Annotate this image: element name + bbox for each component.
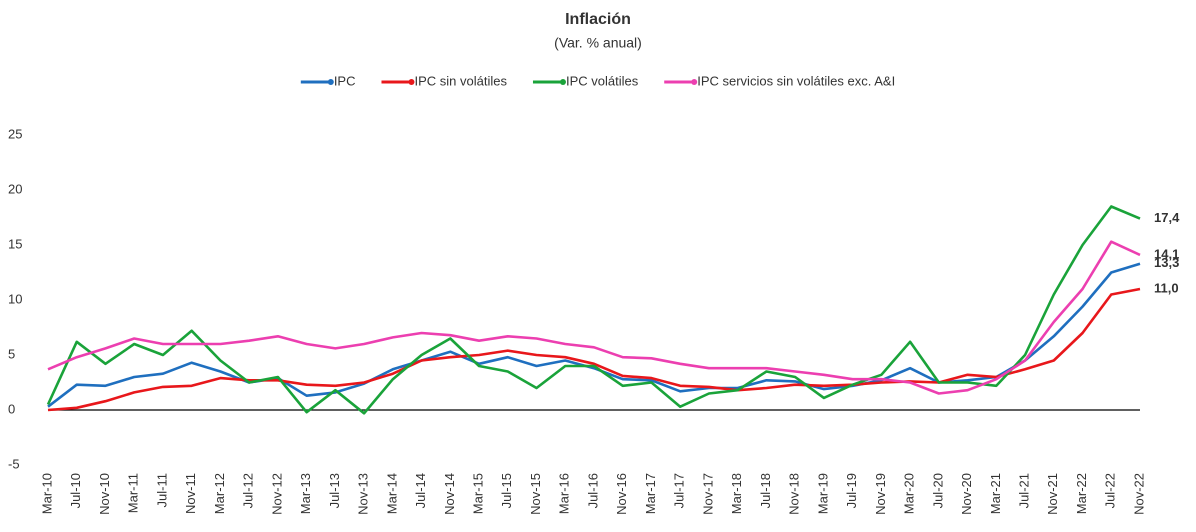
end-label: 13,3: [1154, 255, 1179, 270]
x-tick-label: Jul-12: [241, 473, 256, 508]
legend-label: IPC volátiles: [566, 73, 639, 88]
y-tick-label: 25: [8, 126, 22, 141]
x-tick-label: Nov-18: [787, 473, 802, 515]
x-tick-label: Mar-20: [902, 473, 917, 514]
x-tick-label: Mar-21: [988, 473, 1003, 514]
x-tick-label: Nov-12: [269, 473, 284, 515]
end-label: 14,1: [1154, 246, 1179, 261]
x-tick-label: Jul-13: [327, 473, 342, 508]
x-tick-label: Jul-11: [154, 473, 169, 507]
x-tick-label: Jul-15: [499, 473, 514, 508]
y-tick-label: 15: [8, 236, 22, 251]
legend-marker: [559, 79, 566, 85]
x-tick-label: Jul-22: [1103, 473, 1118, 508]
x-tick-label: Nov-21: [1045, 473, 1060, 515]
x-tick-label: Jul-18: [758, 473, 773, 508]
end-label: 11,0: [1154, 280, 1179, 295]
legend: IPC IPC sin volátiles IPC volátiles IPC ser…: [300, 73, 895, 88]
x-tick-label: Nov-17: [700, 473, 715, 515]
x-tick-label: Mar-19: [815, 473, 830, 514]
chart-subtitle: (Var. % anual): [554, 35, 642, 51]
series-line: [47, 262, 1141, 408]
x-tick-label: Nov-16: [614, 473, 629, 515]
legend-label: IPC sin volátiles: [414, 73, 507, 88]
x-tick-label: Nov-15: [528, 473, 543, 515]
x-tick-label: Jul-14: [413, 473, 428, 508]
x-tick-label: Jul-20: [930, 473, 945, 508]
x-tick-label: Nov-14: [442, 473, 457, 515]
y-tick-label: 0: [8, 401, 15, 416]
legend-item: IPC sin volátiles: [381, 73, 507, 88]
x-tick-label: Mar-22: [1074, 473, 1089, 514]
x-tick-label: Nov-20: [959, 473, 974, 515]
x-tick-label: Mar-10: [39, 473, 54, 514]
y-tick-label: 5: [8, 346, 15, 361]
legend-item: IPC volátiles: [532, 73, 639, 88]
x-tick-label: Jul-16: [585, 473, 600, 508]
legend-label: IPC servicios sin volátiles exc. A&I: [697, 73, 895, 88]
x-tick-label: Mar-12: [212, 473, 227, 514]
x-tick-label: Mar-15: [470, 473, 485, 514]
legend-item: IPC: [300, 73, 356, 88]
x-tick-label: Jul-19: [844, 473, 859, 508]
x-tick-label: Mar-11: [126, 473, 141, 513]
x-tick-label: Nov-22: [1131, 473, 1146, 515]
x-tick-label: Mar-14: [384, 473, 399, 514]
x-tick-label: Mar-16: [557, 473, 572, 514]
x-tick-label: Nov-13: [356, 473, 371, 515]
x-tick-label: Jul-10: [68, 473, 83, 508]
x-tick-label: Jul-17: [672, 473, 687, 508]
x-tick-label: Nov-11: [183, 473, 198, 514]
x-tick-label: Jul-21: [1016, 473, 1031, 508]
x-tick-label: Mar-13: [298, 473, 313, 514]
end-label: 17,4: [1154, 210, 1180, 225]
legend-item: IPC servicios sin volátiles exc. A&I: [664, 73, 895, 88]
series-line: [46, 205, 1141, 415]
x-tick-label: Mar-17: [643, 473, 658, 514]
legend-marker: [327, 79, 334, 85]
series-line: [47, 287, 1141, 412]
y-tick-label: -5: [8, 456, 20, 471]
x-tick-label: Nov-10: [97, 473, 112, 515]
legend-label: IPC: [334, 73, 356, 88]
x-tick-label: Nov-19: [873, 473, 888, 515]
x-tick-label: Mar-18: [729, 473, 744, 514]
series-line: [47, 240, 1141, 395]
y-tick-label: 20: [8, 181, 22, 196]
y-tick-label: 10: [8, 291, 22, 306]
legend-marker: [408, 79, 415, 85]
legend-marker: [691, 79, 698, 85]
chart-title: Inflación: [565, 11, 631, 28]
